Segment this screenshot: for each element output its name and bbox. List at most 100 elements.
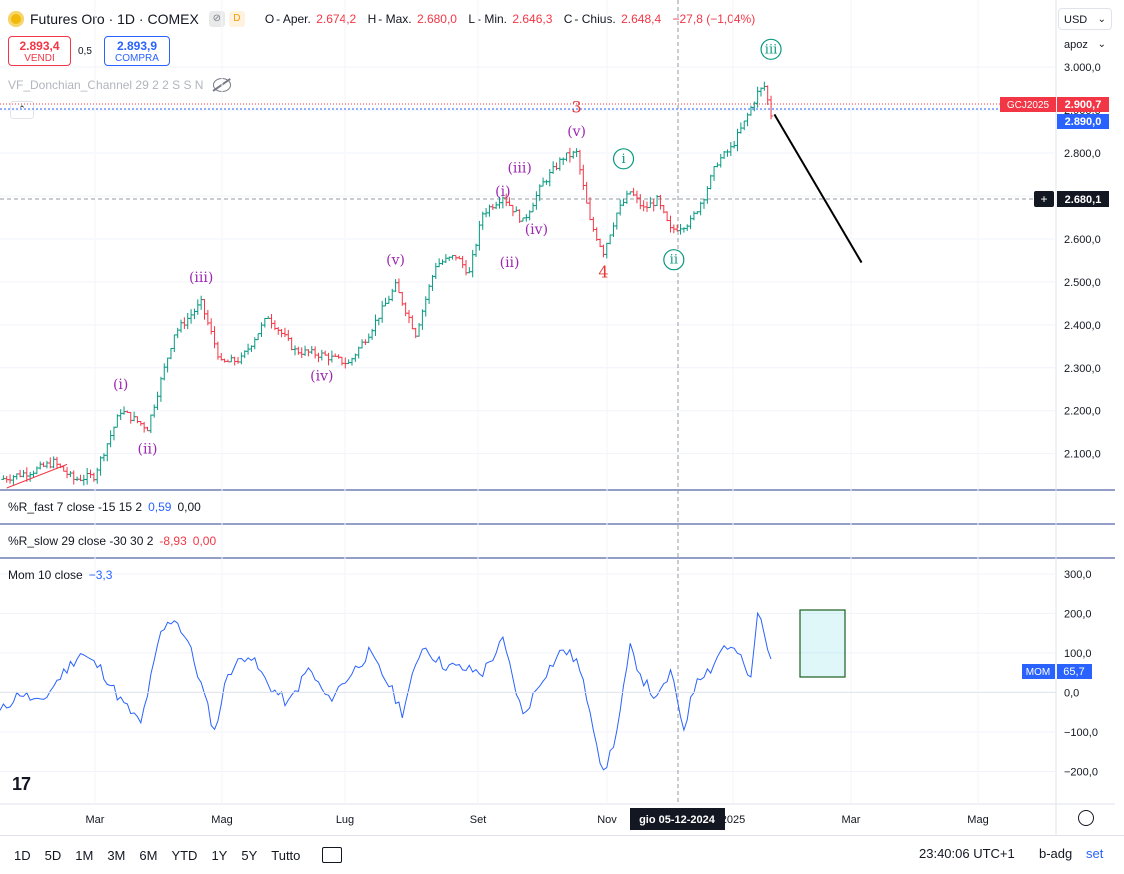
time-tick-label: Nov bbox=[597, 814, 617, 826]
price-tag-ask: 2.890,0 bbox=[1057, 114, 1109, 129]
session-toggle[interactable]: set bbox=[1086, 846, 1104, 861]
ohlc-bar bbox=[155, 391, 160, 411]
tf-3m[interactable]: 3M bbox=[107, 847, 126, 863]
tf-1m[interactable]: 1M bbox=[75, 847, 94, 863]
ohlc-bar bbox=[172, 334, 177, 353]
ohlc-bar bbox=[339, 356, 344, 366]
time-tick-label: Mag bbox=[967, 814, 988, 826]
ohlc-bar bbox=[1, 475, 6, 481]
time-tick-label: Mag bbox=[211, 814, 232, 826]
r-fast-legend[interactable]: %R_fast 7 close -15 15 2 0,59 0,00 bbox=[8, 500, 201, 514]
ohlc-bar bbox=[239, 352, 244, 365]
mom-tick-label: 0,0 bbox=[1064, 687, 1079, 699]
ohlc-bar bbox=[755, 86, 760, 108]
clock[interactable]: 23:40:06 UTC+1 bbox=[919, 846, 1015, 861]
scale-select[interactable]: apoz ⌄ bbox=[1058, 33, 1112, 55]
price-tick-label: 2.800,0 bbox=[1064, 148, 1101, 160]
ohlc-bar bbox=[758, 87, 763, 97]
ohlc-bar bbox=[148, 414, 153, 434]
price-tag-label: GCJ2025 bbox=[1007, 100, 1050, 111]
ohlc-bar bbox=[81, 474, 86, 486]
mom-legend[interactable]: Mom 10 close −3,3 bbox=[8, 568, 113, 582]
indicator-label: VF_Donchian_Channel 29 2 2 S S N bbox=[8, 78, 204, 92]
tf-5y[interactable]: 5Y bbox=[241, 847, 258, 863]
tf-1d[interactable]: 1D bbox=[14, 847, 31, 863]
mom-tag-label: MOM bbox=[1026, 667, 1050, 678]
mom-tag-value: 65,7 bbox=[1063, 666, 1084, 678]
tf-5d[interactable]: 5D bbox=[44, 847, 62, 863]
mom-tick-label: −100,0 bbox=[1064, 727, 1098, 739]
ohlc-bar bbox=[28, 471, 33, 482]
ohlc-bar bbox=[581, 164, 586, 190]
market-closed-icon[interactable]: ⊘ bbox=[208, 11, 225, 27]
mom-tick-label: 200,0 bbox=[1064, 608, 1092, 620]
symbol-title[interactable]: Futures Oro · 1D · COMEX bbox=[30, 11, 199, 27]
plus-icon: + bbox=[1040, 192, 1047, 206]
price-tag-value: 2.890,0 bbox=[1065, 116, 1102, 128]
ohlc-bar bbox=[403, 302, 408, 317]
price-tick-label: 2.500,0 bbox=[1064, 277, 1101, 289]
ohlc-bar bbox=[189, 309, 194, 324]
ohlc-bar bbox=[175, 327, 180, 339]
ohlc-bar bbox=[182, 317, 187, 330]
ohlc-bar bbox=[380, 300, 385, 323]
ohlc-bar bbox=[346, 359, 351, 365]
price-tag-crosshair: +2.680,1 bbox=[1034, 191, 1109, 207]
ohlc-bar bbox=[611, 222, 616, 237]
ohlc-bar bbox=[588, 197, 593, 221]
mom-tag: MOM 65,7 bbox=[1022, 664, 1092, 679]
buy-button[interactable]: 2.893,9 COMPRA bbox=[104, 36, 170, 66]
ohlc-bar bbox=[128, 411, 133, 424]
ohlc-bar bbox=[728, 141, 733, 157]
wave-label: iii bbox=[765, 42, 777, 57]
ohlc-bar bbox=[534, 191, 539, 210]
tf-6m[interactable]: 6M bbox=[139, 847, 158, 863]
ohlc-bar bbox=[420, 309, 425, 330]
ohlc-bar bbox=[537, 184, 542, 201]
currency-select[interactable]: USD ⌄ bbox=[1058, 8, 1112, 30]
ohlc-bar bbox=[658, 194, 663, 210]
chevron-down-icon: ⌄ bbox=[1097, 39, 1106, 50]
wave-label: (i) bbox=[495, 184, 510, 200]
ohlc-bar bbox=[336, 354, 341, 359]
momentum-line bbox=[0, 611, 772, 771]
ohlc-bar bbox=[604, 242, 609, 259]
wave-label-circle bbox=[760, 38, 782, 60]
r-slow-legend[interactable]: %R_slow 29 close -30 30 2 -8,93 0,00 bbox=[8, 534, 217, 548]
wave-label: (v) bbox=[386, 253, 405, 269]
gear-icon[interactable] bbox=[1078, 810, 1094, 826]
sell-button[interactable]: 2.893,4 VENDI bbox=[8, 36, 71, 66]
wave-label: (iv) bbox=[310, 369, 333, 385]
crosshair-date-tag: gio 05-12-2024 bbox=[630, 808, 725, 830]
ohlc-bar bbox=[406, 310, 411, 324]
wave-label: (v) bbox=[567, 124, 586, 140]
ohlc-bar bbox=[299, 347, 304, 359]
ohlc-bar bbox=[396, 278, 401, 294]
tf-1y[interactable]: 1Y bbox=[211, 847, 228, 863]
chart-canvas[interactable]: (i) (ii) (iii) (iv) (v) (i) (ii) (iii) (iv) (v) 3 4… bbox=[0, 0, 1124, 835]
ohlc-bar bbox=[437, 258, 442, 268]
delayed-data-badge[interactable]: D bbox=[228, 11, 245, 27]
ohlc-bar bbox=[222, 358, 227, 363]
date-range-icon[interactable] bbox=[322, 847, 343, 863]
ohlc-bar bbox=[742, 120, 747, 131]
ohlc-bar bbox=[430, 274, 435, 291]
ohlc-bar bbox=[688, 215, 693, 230]
ohlc-bar bbox=[313, 346, 318, 359]
price-tick-label: 2.200,0 bbox=[1064, 406, 1101, 418]
ohlc-bar bbox=[645, 201, 650, 212]
adjustment-toggle[interactable]: b-adg bbox=[1039, 846, 1073, 861]
ohlc-bar bbox=[54, 456, 59, 469]
ohlc-bar bbox=[547, 169, 552, 187]
ohlc-bar bbox=[293, 345, 298, 356]
tf-ytd[interactable]: YTD bbox=[171, 847, 198, 863]
wave-label: (ii) bbox=[500, 255, 520, 271]
price-tick-label: 2.600,0 bbox=[1064, 234, 1101, 246]
wave-label: (ii) bbox=[138, 442, 158, 458]
ohlc-bar bbox=[209, 318, 214, 335]
ohlc-bar bbox=[105, 443, 110, 462]
ohlc-bar bbox=[282, 327, 287, 338]
tf-all[interactable]: Tutto bbox=[271, 847, 301, 863]
price-tick-label: 2.100,0 bbox=[1064, 449, 1101, 461]
ohlc-bar bbox=[765, 85, 770, 105]
